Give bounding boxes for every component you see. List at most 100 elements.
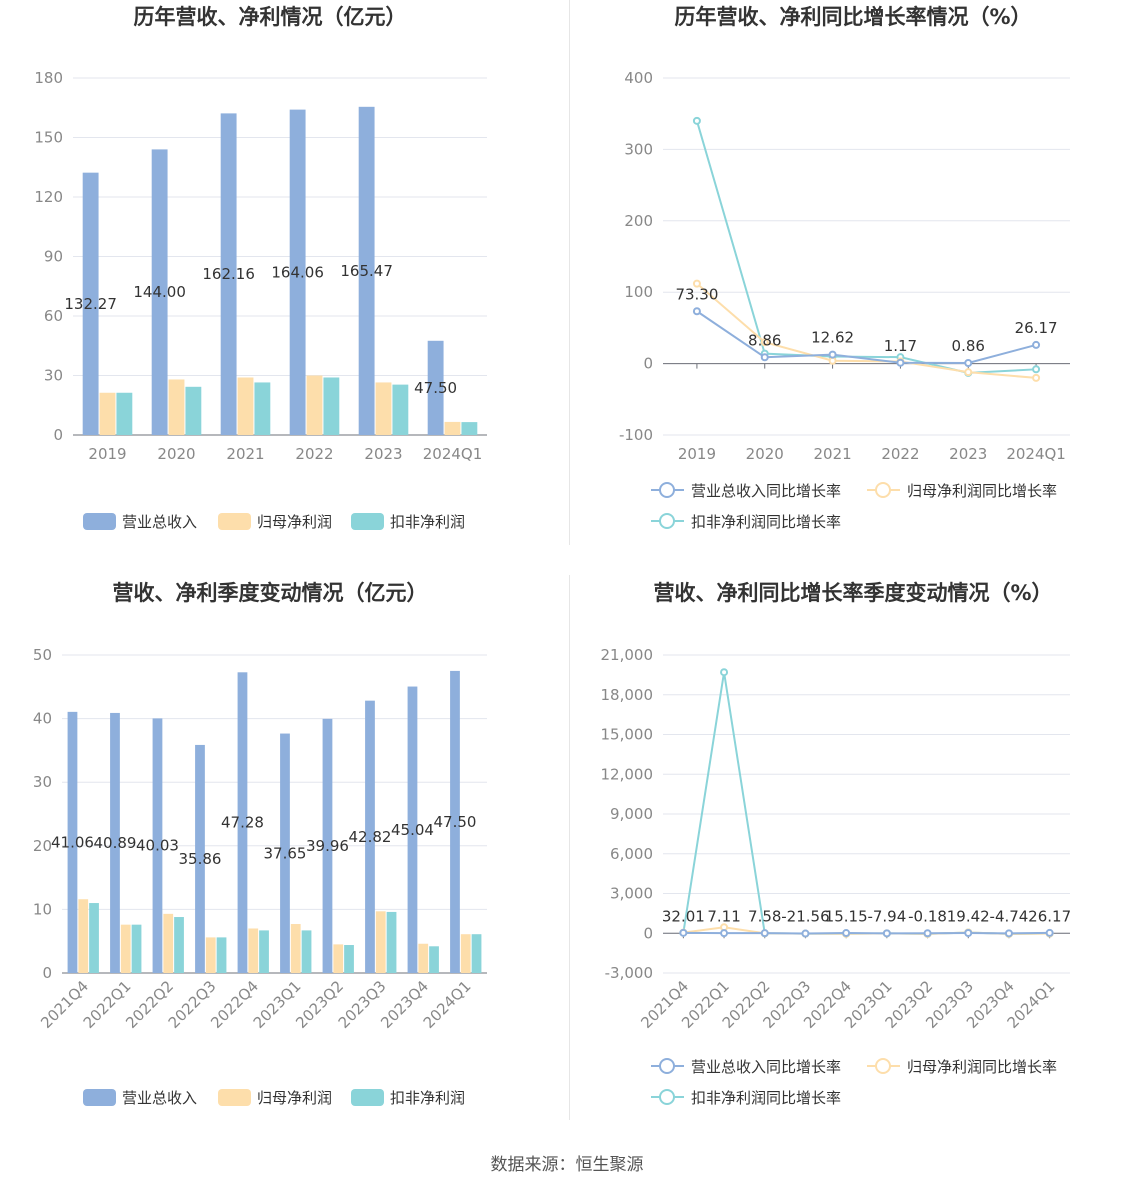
- bar-deducted-profit: [344, 945, 354, 973]
- legend-label: 营业总收入同比增长率: [691, 482, 841, 500]
- legend-swatch: [351, 1089, 384, 1106]
- bar-net-profit: [290, 924, 301, 973]
- y-tick-label: 10: [33, 900, 52, 918]
- y-tick-label: 20: [33, 837, 52, 855]
- line-point: [828, 350, 837, 359]
- bar-data-label: 165.47: [340, 262, 393, 280]
- legend-label: 扣非净利润: [390, 1089, 465, 1107]
- bar-deducted-profit: [301, 930, 312, 973]
- line-point: [1032, 340, 1041, 349]
- line-data-label: 12.62: [811, 329, 854, 347]
- line-point: [882, 929, 891, 938]
- line-data-label: 7.58: [748, 907, 781, 925]
- y-tick-label: 21,000: [601, 646, 654, 664]
- bar-net-profit: [333, 944, 344, 973]
- x-tick-label: 2019: [678, 445, 716, 463]
- line-point: [923, 929, 932, 938]
- legend-swatch: [351, 513, 384, 530]
- bar-data-label: 37.65: [263, 844, 306, 862]
- vertical-divider-bottom: [569, 575, 570, 1120]
- bar-data-label: 144.00: [133, 283, 186, 301]
- bar-net-profit: [444, 421, 461, 435]
- x-tick-label: 2024Q1: [420, 977, 475, 1032]
- bar-deducted-profit: [131, 924, 142, 973]
- x-tick-label: 2020: [746, 445, 784, 463]
- y-tick-label: 12,000: [601, 765, 654, 783]
- line-point: [679, 928, 688, 937]
- bar-revenue: [151, 149, 168, 435]
- y-tick-label: 0: [42, 964, 52, 982]
- line-point: [692, 307, 701, 316]
- y-tick-label: 18,000: [601, 686, 654, 704]
- line-net-profit-growth: [696, 282, 1037, 379]
- x-tick-label: 2019: [88, 445, 126, 463]
- quarterly-revenue-profit-chart: 营收、净利季度变动情况（亿元）010203040502021Q42022Q120…: [33, 581, 487, 1107]
- bar-deducted-profit: [461, 422, 478, 435]
- bar-deducted-profit: [185, 386, 202, 435]
- y-tick-label: 180: [34, 69, 63, 87]
- line-point: [896, 358, 905, 367]
- bar-net-profit: [163, 913, 174, 973]
- bar-revenue: [358, 106, 375, 435]
- bar-data-label: 42.82: [348, 828, 391, 846]
- y-tick-label: 200: [624, 212, 653, 230]
- line-data-label: 19.42: [947, 907, 990, 925]
- bar-deducted-profit: [89, 903, 99, 973]
- line-data-label: 73.30: [675, 285, 718, 303]
- bar-revenue: [322, 718, 333, 973]
- bar-data-label: 45.04: [391, 821, 434, 839]
- bar-revenue: [152, 718, 163, 973]
- legend-label: 归母净利润同比增长率: [907, 1058, 1057, 1076]
- line-data-label: 15.15: [825, 907, 868, 925]
- bar-net-profit: [460, 934, 471, 973]
- line-data-label: 0.86: [952, 337, 985, 355]
- bar-net-profit: [418, 943, 429, 973]
- bar-data-label: 164.06: [271, 263, 324, 281]
- line-data-label: 26.17: [1028, 907, 1071, 925]
- bar-revenue: [365, 700, 375, 973]
- bar-net-profit: [205, 937, 216, 973]
- y-tick-label: 50: [33, 646, 52, 664]
- bar-net-profit: [120, 924, 131, 973]
- bar-deducted-profit: [259, 930, 269, 973]
- bar-revenue: [67, 711, 78, 973]
- bar-revenue: [407, 686, 418, 973]
- bar-net-profit: [168, 379, 185, 435]
- chart-title: 历年营收、净利情况（亿元）: [134, 5, 407, 29]
- y-tick-label: 15,000: [601, 726, 654, 744]
- bar-deducted-profit: [392, 384, 409, 435]
- y-tick-label: 90: [44, 248, 63, 266]
- bar-data-label: 47.28: [221, 814, 264, 832]
- x-tick-label: 2022: [295, 445, 333, 463]
- y-tick-label: 40: [33, 710, 52, 728]
- line-point: [1045, 928, 1054, 937]
- bar-deducted-profit: [386, 911, 397, 973]
- line-point: [1004, 929, 1013, 938]
- bar-net-profit: [78, 899, 89, 973]
- y-tick-label: 9,000: [610, 805, 653, 823]
- line-point: [1032, 365, 1041, 374]
- line-point: [964, 358, 973, 367]
- y-tick-label: -3,000: [605, 964, 653, 982]
- line-point: [801, 929, 810, 938]
- legend-swatch: [218, 1089, 251, 1106]
- y-tick-label: 3,000: [610, 885, 653, 903]
- y-tick-label: 30: [33, 773, 52, 791]
- line-data-label: -7.94: [867, 907, 906, 925]
- line-point: [1032, 373, 1041, 382]
- y-tick-label: 6,000: [610, 845, 653, 863]
- line-data-label: 26.17: [1015, 319, 1058, 337]
- line-data-label: -0.18: [908, 907, 947, 925]
- y-tick-label: 0: [53, 426, 63, 444]
- legend-label: 扣非净利润同比增长率: [691, 1089, 841, 1107]
- legend-swatch-marker: [659, 1058, 675, 1074]
- line-point: [828, 356, 837, 365]
- bar-net-profit: [375, 382, 392, 435]
- legend-swatch-marker: [659, 1089, 675, 1105]
- quarterly-growth-rate-chart: 营收、净利同比增长率季度变动情况（%） -3,000 0 3,000 6,000 9,00…: [601, 581, 1072, 1107]
- bar-data-label: 41.06: [51, 833, 94, 851]
- x-tick-label: 2022: [881, 445, 919, 463]
- line-point: [964, 928, 973, 937]
- legend-swatch-marker: [659, 482, 675, 498]
- bar-revenue: [110, 712, 120, 973]
